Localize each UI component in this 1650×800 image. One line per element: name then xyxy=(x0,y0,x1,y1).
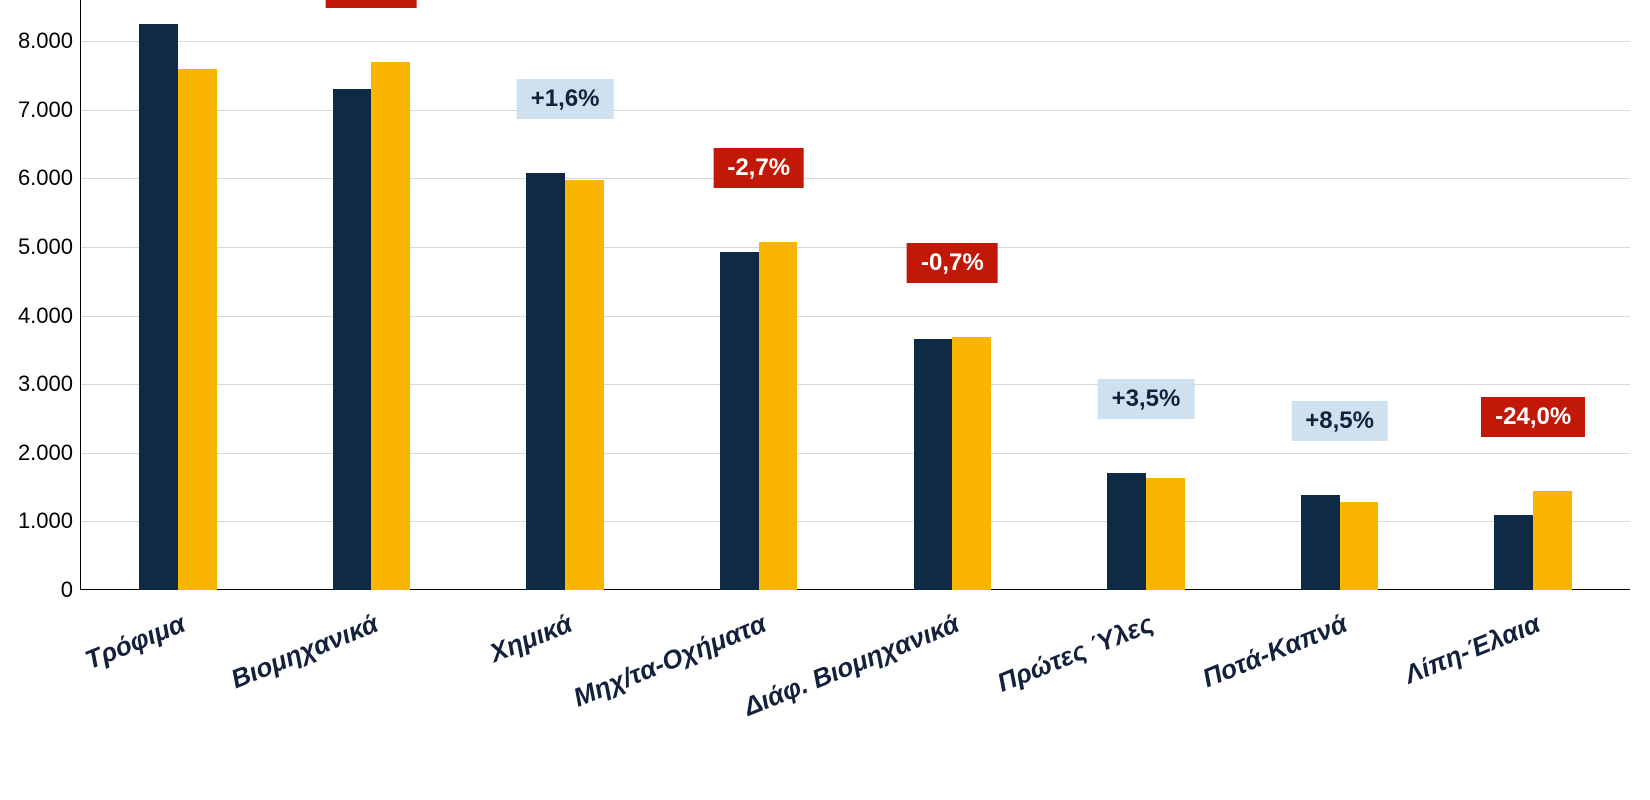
delta-badge: -2,7% xyxy=(713,148,804,188)
delta-badge: +8,5% xyxy=(1291,401,1388,441)
bar-group: +1,6%Χημικά xyxy=(468,0,662,590)
bar xyxy=(178,69,217,590)
bar xyxy=(1340,502,1379,590)
y-tick-label: 5.000 xyxy=(18,234,81,260)
y-tick-label: 8.000 xyxy=(18,28,81,54)
bar xyxy=(952,337,991,590)
delta-badge: +3,5% xyxy=(1098,379,1195,419)
bar xyxy=(371,62,410,590)
bar xyxy=(565,180,604,590)
delta-badge: -0,7% xyxy=(907,243,998,283)
bar xyxy=(526,173,565,590)
bar xyxy=(1533,491,1572,590)
bar xyxy=(1146,478,1185,591)
chart-container: 0 1.000 2.000 3.000 4.000 5.000 6.000 7.000 8.00… xyxy=(0,0,1650,800)
y-tick-label: 3.000 xyxy=(18,371,81,397)
bar xyxy=(1301,495,1340,590)
bar xyxy=(720,252,759,590)
y-tick-label: 2.000 xyxy=(18,440,81,466)
y-tick-label: 0 xyxy=(61,577,81,603)
bar-group: -0,7%Διάφ. Βιομηχανικά xyxy=(856,0,1050,590)
delta-badge: -5,0% xyxy=(326,0,417,8)
bar-group: +8,5%Ποτά-Καπνά xyxy=(1243,0,1437,590)
bar xyxy=(1494,515,1533,590)
delta-badge: +1,6% xyxy=(517,79,614,119)
bar-group: -24,0%Λίπη-Έλαια xyxy=(1436,0,1630,590)
y-tick-label: 1.000 xyxy=(18,508,81,534)
bar-group: -2,7%Μηχ/τα-Οχήματα xyxy=(662,0,856,590)
bar xyxy=(1107,473,1146,590)
bar xyxy=(333,89,372,590)
y-tick-label: 7.000 xyxy=(18,97,81,123)
bar-group: -5,0%Βιομηχανικά xyxy=(275,0,469,590)
bar xyxy=(759,242,798,590)
bar-group: +8,6%Τρόφιμα xyxy=(81,0,275,590)
bar-group: +3,5%Πρώτες Ύλες xyxy=(1049,0,1243,590)
delta-badge: -24,0% xyxy=(1481,397,1585,437)
bar xyxy=(139,24,178,590)
plot-area: 01.0002.0003.0004.0005.0006.0007.0008.00… xyxy=(80,0,1630,590)
bar xyxy=(914,339,953,590)
y-tick-label: 6.000 xyxy=(18,165,81,191)
y-tick-label: 4.000 xyxy=(18,303,81,329)
